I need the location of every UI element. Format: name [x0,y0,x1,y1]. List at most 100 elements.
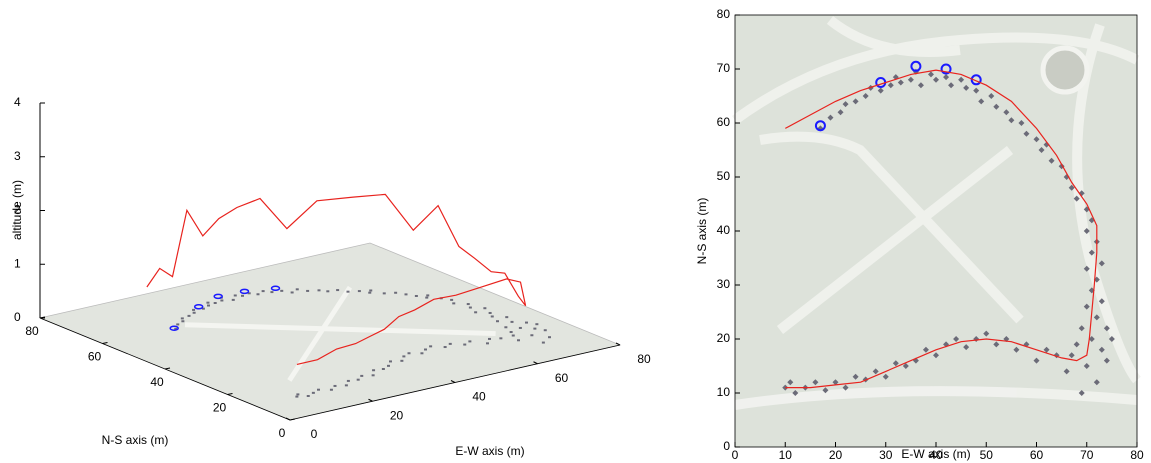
marker-point [511,334,515,337]
z-axis-label: altitude (m) [10,180,24,240]
marker-diamond [837,109,844,116]
z-tick-label: 3 [14,149,21,163]
marker-diamond [963,84,970,91]
marker-diamond [1023,341,1030,348]
marker-point [317,289,321,292]
marker-point [530,334,534,337]
y-tick [289,418,296,421]
marker-diamond [1013,346,1020,353]
marker-diamond [842,101,849,108]
y-tick-label: 60 [717,115,731,129]
marker-diamond [842,384,849,391]
x-tick-label: 80 [637,352,651,366]
marker-point [429,345,433,348]
marker-point [424,348,427,351]
y-tick-label: 10 [717,385,731,399]
y-tick-label: 80 [25,324,39,338]
marker-diamond [917,82,924,89]
trajectory-line [785,69,1098,389]
marker-point [176,323,180,326]
marker-diamond [1083,228,1090,234]
y-tick-label: 50 [717,169,731,183]
marker-circle [193,304,204,310]
x-tick-label: 20 [829,448,843,462]
x-axis-label: E-W axis (m) [455,444,524,458]
marker-diamond [1073,341,1080,348]
marker-point [336,289,340,292]
marker-point [483,307,487,310]
marker-diamond [907,76,914,83]
marker-diamond [1068,352,1075,359]
marker-diamond [1038,147,1045,153]
marker-diamond [1073,195,1080,202]
y-tick-label: 60 [88,350,102,364]
x-tick-label: 10 [779,448,793,462]
marker-point [368,291,372,294]
x-tick [368,398,373,402]
marker-point [290,291,294,294]
marker-point [270,291,274,294]
marker-point [220,299,224,302]
marker-diamond [1033,136,1040,143]
marker-circle [270,285,281,292]
marker-point [533,327,537,330]
marker-point [543,329,547,332]
marker-point [181,320,185,323]
marker-diamond [943,74,950,81]
marker-point [201,307,205,310]
marker-point [346,379,350,382]
x-tick-label: 70 [1080,448,1094,462]
marker-diamond [1048,157,1055,164]
marker-circle [910,60,922,72]
marker-diamond [1083,265,1090,272]
marker-point [488,337,491,340]
marker-diamond [1088,249,1095,256]
marker-diamond [933,352,939,359]
marker-point [360,374,364,377]
marker-diamond [1083,363,1090,369]
marker-diamond [897,79,904,86]
marker-diamond [1103,325,1110,332]
marker-point [369,289,373,292]
x-tick-label: 0 [311,427,318,441]
marker-diamond [988,93,995,99]
marker-point [518,326,522,329]
marker-circle [814,120,826,132]
marker-diamond [812,379,819,386]
marker-circle [169,325,179,331]
marker-point [192,311,196,314]
marker-diamond [993,103,1000,110]
x-tick-label: 30 [879,448,893,462]
marker-point [407,352,411,355]
z-tick-label: 4 [14,95,21,109]
marker-diamond [1023,130,1030,137]
y-tick-label: 20 [213,401,227,415]
marker-point [474,311,478,314]
marker-point [426,294,430,297]
marker-diamond [1033,357,1040,364]
y-tick-label: 0 [723,439,730,453]
y-tick-label: 20 [717,331,731,345]
marker-point [394,291,398,294]
marker-point [241,294,244,297]
marker-circle [239,288,250,295]
marker-point [317,388,320,391]
y-axis-label: N-S axis (m) [695,198,709,265]
marker-diamond [1098,346,1105,353]
marker-point [402,355,406,358]
marker-point [247,292,251,295]
marker-diamond [1018,120,1025,126]
marker-diamond [787,379,794,386]
marker-point [231,298,235,301]
marker-diamond [1108,336,1115,342]
marker-point [280,289,284,292]
marker-diamond [877,87,884,94]
marker-diamond [973,87,980,94]
marker-point [414,294,418,297]
marker-point [187,314,191,317]
marker-diamond [792,390,799,396]
marker-diamond [933,76,939,83]
x-tick [615,342,621,346]
